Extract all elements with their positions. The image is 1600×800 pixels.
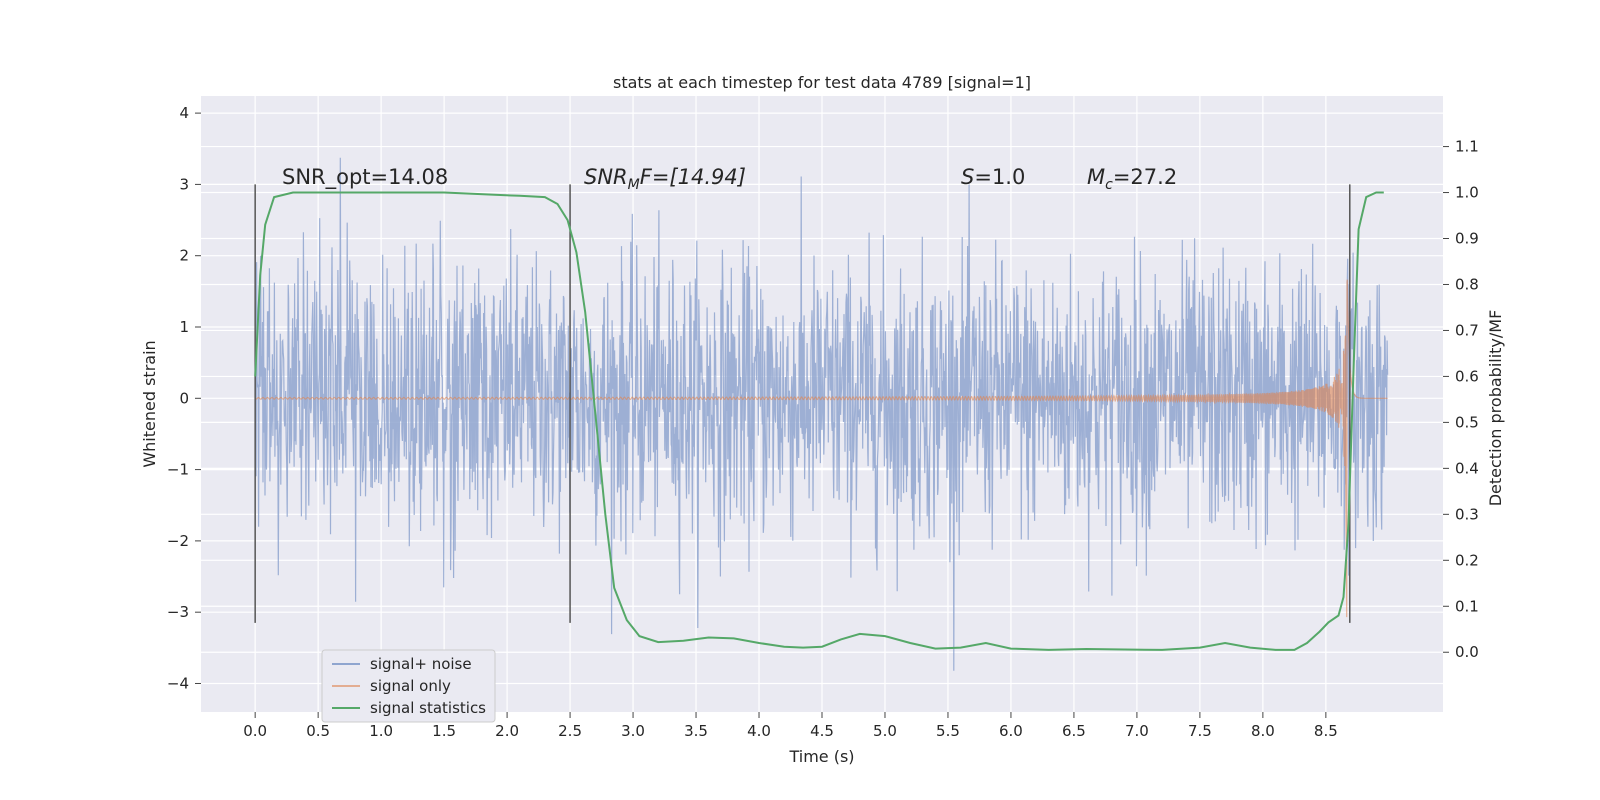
signal-plus-noise-series xyxy=(254,157,1389,671)
signal-only-series xyxy=(254,279,1388,618)
annotation-mc-sub: c xyxy=(1105,177,1113,193)
x-tick-label: 8.5 xyxy=(1314,722,1338,740)
x-tick-label: 2.0 xyxy=(495,722,519,740)
x-tick-label: 0.0 xyxy=(243,722,267,740)
x-axis-ticks: 0.0 0.5 1.0 1.5 2.0 2.5 3.0 3.5 4.0 4.5 5.0 5.5 6.0 6… xyxy=(243,712,1338,740)
x-tick-label: 2.5 xyxy=(558,722,582,740)
y-tick-label: −4 xyxy=(167,674,189,692)
annotation-snr-mf-sub: M xyxy=(628,177,640,193)
annotation-snr-mf-main: SNR xyxy=(584,165,628,189)
y-right-tick-label: 0.7 xyxy=(1455,321,1479,339)
legend-label-signal-noise: signal+ noise xyxy=(370,655,472,673)
legend-label-signal-only: signal only xyxy=(370,677,451,695)
x-tick-label: 5.0 xyxy=(873,722,897,740)
chart-title: stats at each timestep for test data 478… xyxy=(613,73,1031,92)
x-tick-label: 0.5 xyxy=(306,722,330,740)
y-tick-label: −2 xyxy=(167,532,189,550)
y-right-tick-label: 0.1 xyxy=(1455,597,1479,615)
annotation-snr-mf-rest: F=[14.94] xyxy=(640,165,746,189)
x-tick-label: 1.5 xyxy=(432,722,456,740)
y-right-tick-label: 0.6 xyxy=(1455,367,1479,385)
y-tick-label: 1 xyxy=(179,318,189,336)
y-right-tick-label: 0.0 xyxy=(1455,643,1479,661)
x-tick-label: 3.5 xyxy=(684,722,708,740)
y-right-tick-label: 1.1 xyxy=(1455,138,1479,156)
x-tick-label: 4.5 xyxy=(810,722,834,740)
series-line-signal-statistics xyxy=(254,191,1384,651)
y-tick-label: 2 xyxy=(179,247,189,265)
y-right-tick-label: 0.8 xyxy=(1455,275,1479,293)
annotation-snr-opt: SNR_opt=14.08 xyxy=(282,165,448,190)
x-tick-label: 5.5 xyxy=(936,722,960,740)
x-tick-label: 6.0 xyxy=(999,722,1023,740)
y-tick-label: 4 xyxy=(179,104,189,122)
x-tick-label: 6.5 xyxy=(1062,722,1086,740)
y-right-tick-label: 0.4 xyxy=(1455,459,1479,477)
annotation-s-main: S xyxy=(961,165,974,189)
series-line-signal-only xyxy=(254,279,1388,618)
y-tick-label: 3 xyxy=(179,175,189,193)
signal-statistics-series xyxy=(254,191,1384,651)
annotation-mc-rest: =27.2 xyxy=(1113,165,1177,189)
legend-box xyxy=(321,649,496,723)
x-tick-label: 1.0 xyxy=(369,722,393,740)
vertical-markers xyxy=(254,184,1351,623)
annotation-s: S=1.0 xyxy=(961,165,1025,189)
series-line-signal-noise xyxy=(254,157,1389,671)
y-tick-label: −3 xyxy=(167,603,189,621)
annotation-s-rest: =1.0 xyxy=(974,165,1025,189)
annotation-snr-mf: SNRMF=[14.94] xyxy=(584,165,746,193)
legend: signal+ noise signal only signal statist… xyxy=(321,649,496,723)
y-right-tick-label: 0.2 xyxy=(1455,551,1479,569)
y-right-tick-label: 1.0 xyxy=(1455,184,1479,202)
y-right-tick-label: 0.9 xyxy=(1455,230,1479,248)
legend-label-signal-statistics: signal statistics xyxy=(370,699,486,717)
x-tick-label: 4.0 xyxy=(747,722,771,740)
x-tick-label: 8.0 xyxy=(1251,722,1275,740)
y-right-tick-label: 0.3 xyxy=(1455,505,1479,523)
y-tick-label: 0 xyxy=(179,389,189,407)
x-tick-label: 7.0 xyxy=(1125,722,1149,740)
y-axis-label: Whitened strain xyxy=(140,340,159,467)
y-axis-right-ticks: 1.1 1.0 0.9 0.8 0.7 0.6 0.5 0.4 0.3 0.2 0.1 0.0 xyxy=(1443,138,1479,661)
y-axis-right-label: Detection probability/MF xyxy=(1486,310,1505,507)
x-tick-label: 7.5 xyxy=(1188,722,1212,740)
x-axis-label: Time (s) xyxy=(788,747,854,766)
y-axis-ticks: 4 3 2 1 0 −1 −2 −3 −4 xyxy=(167,104,201,692)
y-tick-label: −1 xyxy=(167,461,189,479)
x-tick-label: 3.0 xyxy=(621,722,645,740)
annotation-mc-main: M xyxy=(1087,165,1105,189)
annotation-mc: Mc=27.2 xyxy=(1087,165,1177,193)
y-right-tick-label: 0.5 xyxy=(1455,413,1479,431)
